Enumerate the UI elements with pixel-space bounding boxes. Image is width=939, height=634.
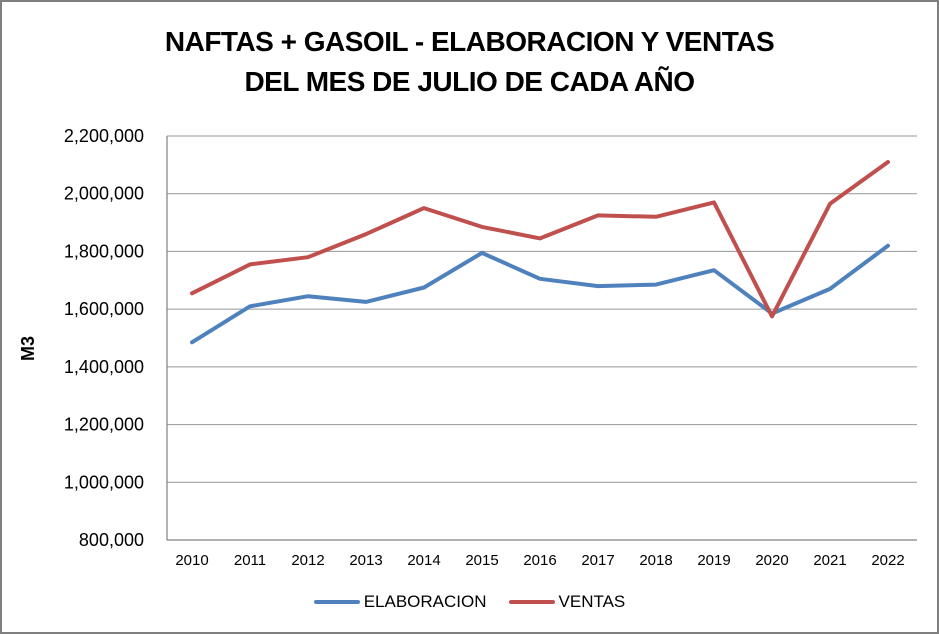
x-tick-label: 2016 [523,552,556,569]
chart-title-line2: DEL MES DE JULIO DE CADA AÑO [244,66,695,97]
ventas-line-swatch-icon [508,600,555,604]
legend-item-ventas: VENTAS [508,592,626,612]
chart-legend: ELABORACION VENTAS [2,592,937,612]
x-tick-label: 2014 [407,552,440,569]
x-tick-label: 2011 [234,552,266,569]
y-tick-label: 1,400,000 [64,357,144,377]
legend-item-elaboracion: ELABORACION [313,592,487,612]
x-tick-label: 2019 [697,552,730,569]
y-tick-label: 1,600,000 [64,299,144,319]
legend-label-ventas: VENTAS [558,592,626,611]
x-tick-label: 2022 [871,552,904,569]
y-tick-label: 1,200,000 [64,415,144,435]
legend-label-elaboracion: ELABORACION [363,592,487,611]
y-tick-label: 1,000,000 [64,472,144,492]
x-tick-label: 2018 [639,552,672,569]
y-tick-label: 800,000 [79,530,144,550]
y-tick-label: 2,200,000 [64,126,144,146]
x-tick-label: 2017 [581,552,614,569]
x-tick-label: 2020 [755,552,788,569]
x-tick-label: 2012 [291,552,324,569]
y-tick-label: 2,000,000 [64,184,144,204]
x-tick-label: 2021 [813,552,846,569]
ventas-line [190,160,890,319]
y-tick-label: 1,800,000 [64,241,144,261]
elaboracion-line-swatch-icon [313,600,360,604]
x-tick-label: 2013 [349,552,382,569]
x-tick-label: 2015 [465,552,498,569]
chart-title-line1: NAFTAS + GASOIL - ELABORACION Y VENTAS [164,26,775,57]
chart-title: NAFTAS + GASOIL - ELABORACION Y VENTAS D… [2,22,937,102]
x-tick-label: 2010 [175,552,208,569]
